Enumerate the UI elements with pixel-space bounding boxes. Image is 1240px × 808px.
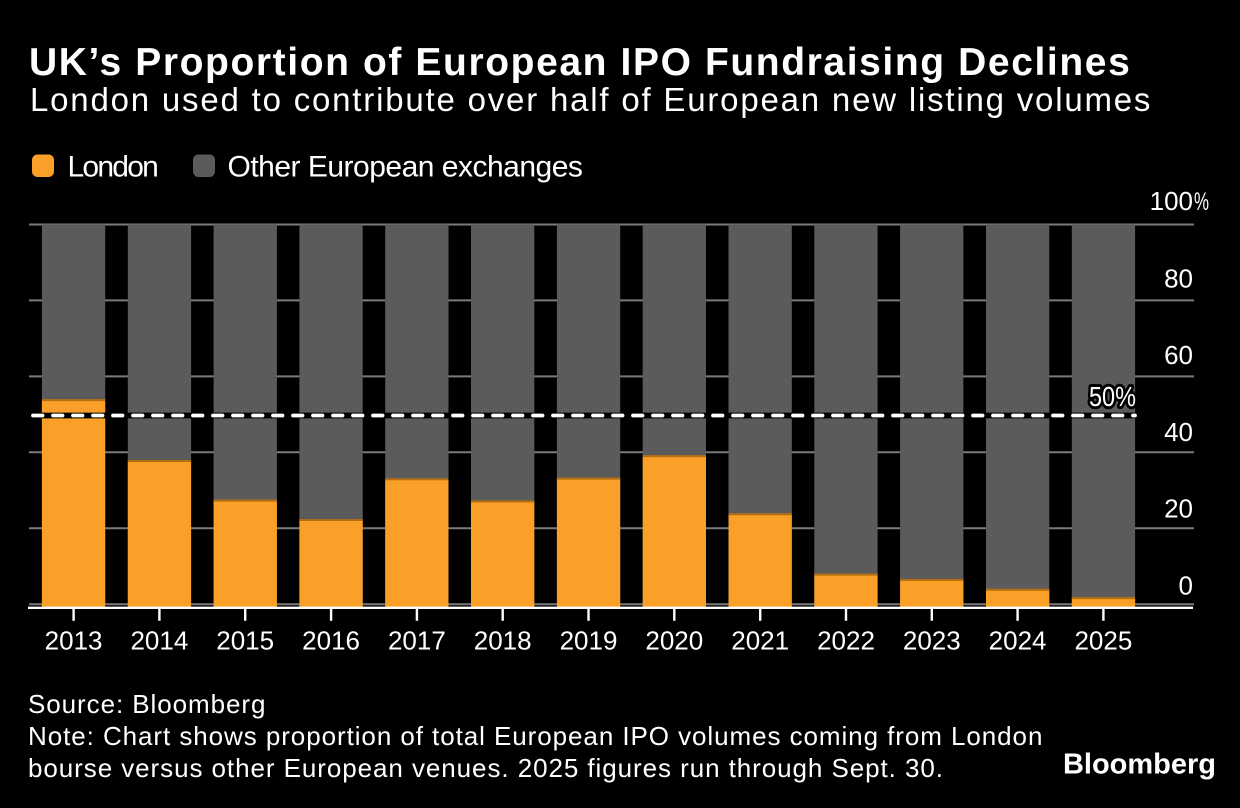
svg-text:bourse versus other European v: bourse versus other European venues. 202… xyxy=(28,753,944,783)
svg-text:Other European exchanges: Other European exchanges xyxy=(228,151,583,184)
svg-text:2014: 2014 xyxy=(130,626,188,656)
svg-text:Bloomberg: Bloomberg xyxy=(1063,749,1216,781)
svg-text:100: 100 xyxy=(1150,186,1193,216)
svg-text:2016: 2016 xyxy=(302,626,360,656)
svg-text:London: London xyxy=(68,151,158,184)
svg-text:2020: 2020 xyxy=(645,626,703,656)
svg-text:2017: 2017 xyxy=(388,626,446,656)
svg-text:%: % xyxy=(1194,188,1209,216)
svg-text:80: 80 xyxy=(1164,263,1193,293)
svg-text:Source: Bloomberg: Source: Bloomberg xyxy=(28,689,266,719)
svg-text:2018: 2018 xyxy=(474,626,532,656)
svg-text:2022: 2022 xyxy=(817,626,875,656)
svg-text:2024: 2024 xyxy=(989,626,1047,656)
svg-text:London used to contribute over: London used to contribute over half of E… xyxy=(30,81,1152,118)
svg-text:60: 60 xyxy=(1164,340,1193,370)
svg-text:2013: 2013 xyxy=(45,626,103,656)
svg-text:40: 40 xyxy=(1164,417,1193,447)
svg-text:50%: 50% xyxy=(1089,381,1136,412)
svg-text:2021: 2021 xyxy=(731,626,789,656)
svg-text:Note: Chart shows proportion o: Note: Chart shows proportion of total Eu… xyxy=(28,721,1043,751)
svg-text:2023: 2023 xyxy=(903,626,961,656)
svg-text:20: 20 xyxy=(1164,494,1193,524)
svg-text:2015: 2015 xyxy=(216,626,274,656)
svg-text:0: 0 xyxy=(1179,571,1193,601)
svg-text:2019: 2019 xyxy=(560,626,618,656)
svg-text:UK’s Proportion of European IP: UK’s Proportion of European IPO Fundrais… xyxy=(29,41,1131,84)
svg-text:2025: 2025 xyxy=(1074,626,1132,656)
